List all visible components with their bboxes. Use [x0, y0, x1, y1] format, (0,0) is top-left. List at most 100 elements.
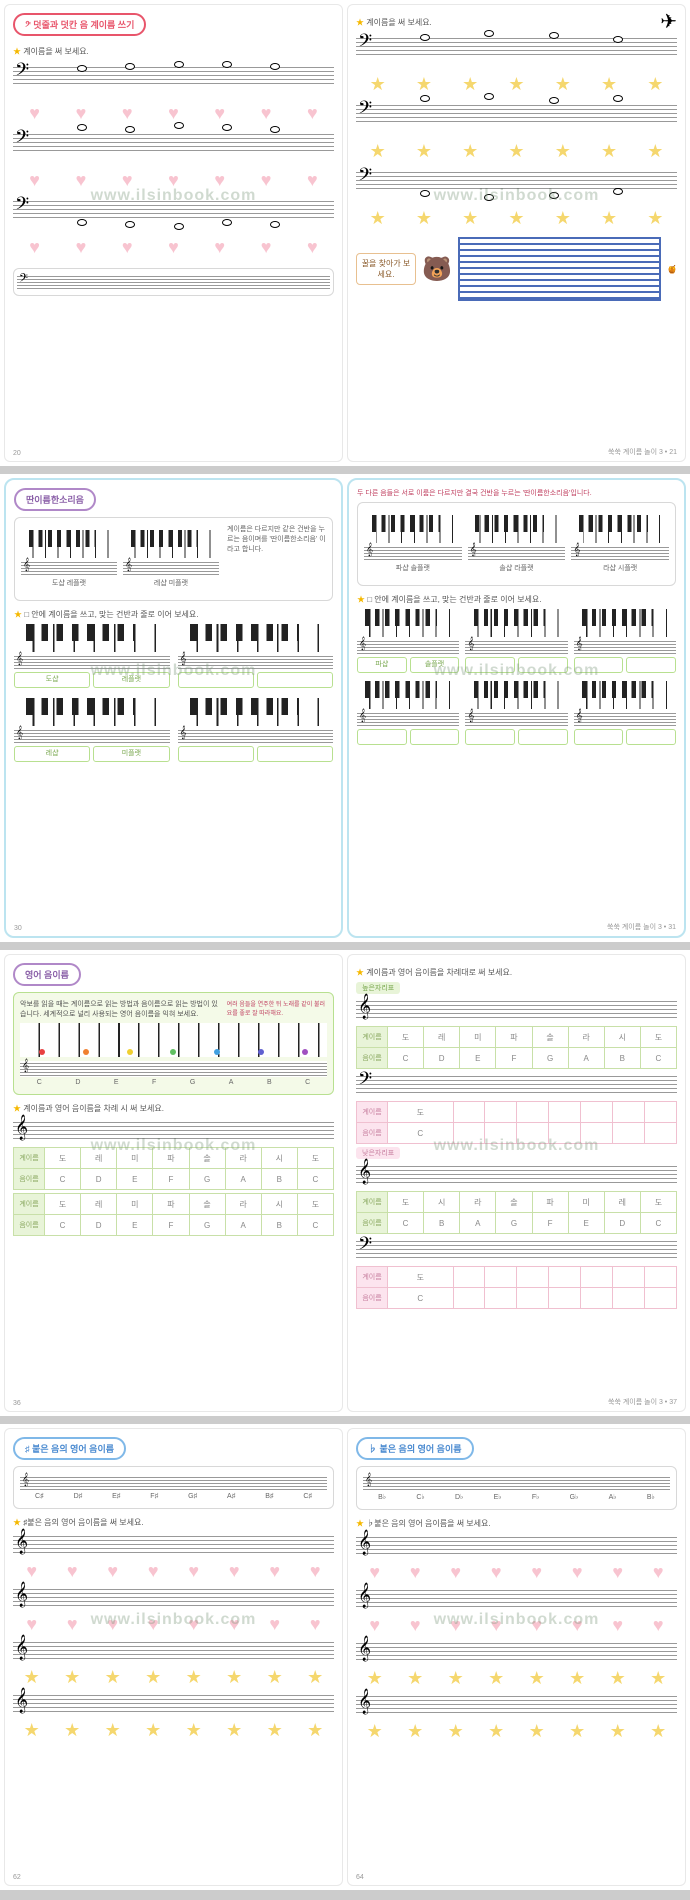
- staff: 𝄞: [356, 997, 677, 1023]
- honey-icon: 🍯: [667, 265, 677, 274]
- keyboard-icon: [465, 681, 567, 709]
- answer-box[interactable]: [410, 729, 460, 745]
- note-table-green: 계이름도레미파솔라시도음이름CDEFGABC: [356, 1026, 677, 1069]
- instruction: □ 안에 계이름을 쓰고, 맞는 건반과 줄로 이어 보세요.: [357, 594, 676, 605]
- hearts-row: ♥♥♥♥♥♥♥♥: [356, 1615, 677, 1636]
- info-text: 악보를 읽을 때는 계이름으로 읽는 방법과 음이름으로 읽는 방법이 있습니다…: [20, 999, 221, 1019]
- answer-box[interactable]: [465, 729, 515, 745]
- answer-box[interactable]: [518, 729, 568, 745]
- page-20: 𝄢 덧줄과 덧칸 음 계이름 쓰기 계이름을 써 보세요. 𝄢 ♥♥♥♥♥♥♥ …: [4, 4, 343, 462]
- keyboard-icon: [468, 515, 566, 543]
- spread-3: 영어 음이름 악보를 읽을 때는 계이름으로 읽는 방법과 음이름으로 읽는 방…: [0, 950, 690, 1416]
- stars-row: ★★★★★★★★: [356, 1721, 677, 1742]
- keyboard-icon: [21, 530, 117, 558]
- answer-box[interactable]: 파샵: [357, 657, 407, 673]
- stars-row: ★★★★★★★★: [356, 1668, 677, 1689]
- answer-box[interactable]: 레플랫: [93, 672, 169, 688]
- exercise-grid: 𝄞파샵솔플랫 𝄞 𝄞 𝄞 𝄞 𝄞: [357, 609, 676, 747]
- staff: 𝄢: [356, 1072, 677, 1098]
- eng-labels: CDEFGABC: [20, 1079, 327, 1086]
- answer-box[interactable]: [626, 657, 676, 673]
- kbd-label: 도샵 레플랫: [21, 578, 117, 588]
- answer-box[interactable]: [518, 657, 568, 673]
- note-table-green: 계이름도시라솔파미레도음이름CBAGFEDC: [356, 1191, 677, 1234]
- maze: [458, 237, 661, 301]
- staff: 𝄞: [356, 1162, 677, 1188]
- page-37: 계이름과 영어 음이름을 차례대로 써 보세요. 높은자리표 𝄞 계이름도레미파…: [347, 954, 686, 1412]
- answer-box[interactable]: [178, 746, 254, 762]
- answer-box[interactable]: [178, 672, 254, 688]
- note-table-green: 계이름도레미파솔라시도음이름CDEFGABC: [13, 1193, 334, 1236]
- page-36: 영어 음이름 악보를 읽을 때는 계이름으로 읽는 방법과 음이름으로 읽는 방…: [4, 954, 343, 1412]
- keyboard-icon: [178, 624, 334, 652]
- note-table-green: 계이름도레미파솔라시도음이름CDEFGABC: [13, 1147, 334, 1190]
- page-30: 딴이름한소리음 𝄞도샵 레플랫 𝄞레샵 미플랫 계이름은 다르지만 같은 건반을…: [4, 478, 343, 938]
- page-number: 62: [13, 1874, 21, 1881]
- page-number: 쑥쑥 계이름 놀이 3 • 37: [608, 1397, 677, 1407]
- keyboard-icon: [178, 698, 334, 726]
- info-box: 𝄞도샵 레플랫 𝄞레샵 미플랫 계이름은 다르지만 같은 건반을 누르는 음이며…: [14, 517, 333, 601]
- stars-row: ★★★★★★★: [356, 74, 677, 95]
- instruction: ♭붙은 음의 영어 음이름을 써 보세요.: [356, 1518, 677, 1529]
- title: ♯ 붙은 음의 영어 음이름: [13, 1437, 126, 1460]
- note-table-pink: 계이름도음이름C: [356, 1266, 677, 1309]
- info-box: 𝄞파샵 솔플랫 𝄞솔샵 라플랫 𝄞라샵 시플랫: [357, 502, 676, 586]
- info-box: 𝄞 B♭C♭D♭E♭F♭G♭A♭B♭: [356, 1466, 677, 1510]
- info-box: 𝄞 C♯D♯E♯F♯G♯A♯B♯C♯: [13, 1466, 334, 1509]
- kbd-label: 레샵 미플랫: [123, 578, 219, 588]
- maze-label: 꿀을 찾아가 보세요.: [356, 253, 416, 285]
- page-31: 두 다른 음들은 서로 이룸은 다르지만 결국 건반을 누르는 '딴이름한소리음…: [347, 478, 686, 938]
- keyboard-wide: [20, 1023, 327, 1057]
- note-table-pink: 계이름도음이름C: [356, 1101, 677, 1144]
- hearts-row: ♥♥♥♥♥♥♥♥: [356, 1562, 677, 1583]
- color-dots: [20, 1049, 327, 1055]
- staff: 𝄞: [356, 1639, 677, 1665]
- staff: 𝄞: [13, 1532, 334, 1558]
- page-number: 36: [13, 1400, 21, 1407]
- workbook-sheet: 𝄢 덧줄과 덧칸 음 계이름 쓰기 계이름을 써 보세요. 𝄢 ♥♥♥♥♥♥♥ …: [0, 0, 690, 1890]
- answer-box[interactable]: [465, 657, 515, 673]
- keyboard-icon: [574, 681, 676, 709]
- stars-row: ★★★★★★★★: [13, 1667, 334, 1688]
- instruction: □ 안에 계이름을 쓰고, 맞는 건반과 줄로 이어 보세요.: [14, 609, 333, 620]
- answer-box[interactable]: [257, 672, 333, 688]
- answer-box[interactable]: 미플랫: [93, 746, 169, 762]
- spread-2: 딴이름한소리음 𝄞도샵 레플랫 𝄞레샵 미플랫 계이름은 다르지만 같은 건반을…: [0, 474, 690, 942]
- staff: 𝄞: [356, 1586, 677, 1612]
- answer-box[interactable]: 도샵: [14, 672, 90, 688]
- answer-box[interactable]: [357, 729, 407, 745]
- spread-4: ♯ 붙은 음의 영어 음이름 𝄞 C♯D♯E♯F♯G♯A♯B♯C♯ ♯붙은 음의…: [0, 1424, 690, 1890]
- keyboard-icon: [123, 530, 219, 558]
- title: 영어 음이름: [13, 963, 81, 986]
- tip-text: 여러 음들을 연주한 뒤 노래를 같이 불러요를 좋로 잘 따라해요.: [227, 999, 327, 1019]
- hearts-row: ♥♥♥♥♥♥♥♥: [13, 1561, 334, 1582]
- answer-box[interactable]: [257, 746, 333, 762]
- answer-box[interactable]: [626, 729, 676, 745]
- info-text: 계이름은 다르지만 같은 건반을 누르는 음이며를 '딴이름한소리음' 이라고 …: [227, 524, 326, 594]
- title: ♭ 붙은 음의 영어 음이름: [356, 1437, 474, 1460]
- keyboard-icon: [14, 698, 170, 726]
- staff: 𝄢: [356, 1237, 677, 1263]
- page-64: ♭ 붙은 음의 영어 음이름 𝄞 B♭C♭D♭E♭F♭G♭A♭B♭ ♭붙은 음의…: [347, 1428, 686, 1886]
- staff: 𝄞: [13, 1585, 334, 1611]
- hearts-row: ♥♥♥♥♥♥♥♥: [13, 1614, 334, 1635]
- answer-box[interactable]: 레샵: [14, 746, 90, 762]
- staff: 𝄞: [356, 1692, 677, 1718]
- page-21: ✈ 계이름을 써 보세요. 𝄢 ★★★★★★★ 𝄢 ★★★★★★★ 𝄢 ★★★★…: [347, 4, 686, 462]
- title: 딴이름한소리음: [14, 488, 96, 511]
- bear-icon: 🐻: [422, 255, 452, 284]
- keyboard-icon: [14, 624, 170, 652]
- keyboard-icon: [574, 609, 676, 637]
- answer-box[interactable]: [574, 657, 624, 673]
- staff: 𝄞: [356, 1533, 677, 1559]
- answer-box[interactable]: 솔플랫: [410, 657, 460, 673]
- kbd-label: 파샵 솔플랫: [364, 563, 462, 573]
- staff: 𝄢: [356, 34, 677, 68]
- answer-box[interactable]: [574, 729, 624, 745]
- kbd-label: 솔샵 라플랫: [468, 563, 566, 573]
- sharp-labels: C♯D♯E♯F♯G♯A♯B♯C♯: [20, 1493, 327, 1500]
- staff: 𝄢: [13, 130, 334, 164]
- stars-row: ★★★★★★★: [356, 208, 677, 229]
- spread-1: 𝄢 덧줄과 덧칸 음 계이름 쓰기 계이름을 써 보세요. 𝄢 ♥♥♥♥♥♥♥ …: [0, 0, 690, 466]
- exercise-grid: 𝄞도샵레플랫 𝄞 𝄞레샵미플랫 𝄞: [14, 624, 333, 764]
